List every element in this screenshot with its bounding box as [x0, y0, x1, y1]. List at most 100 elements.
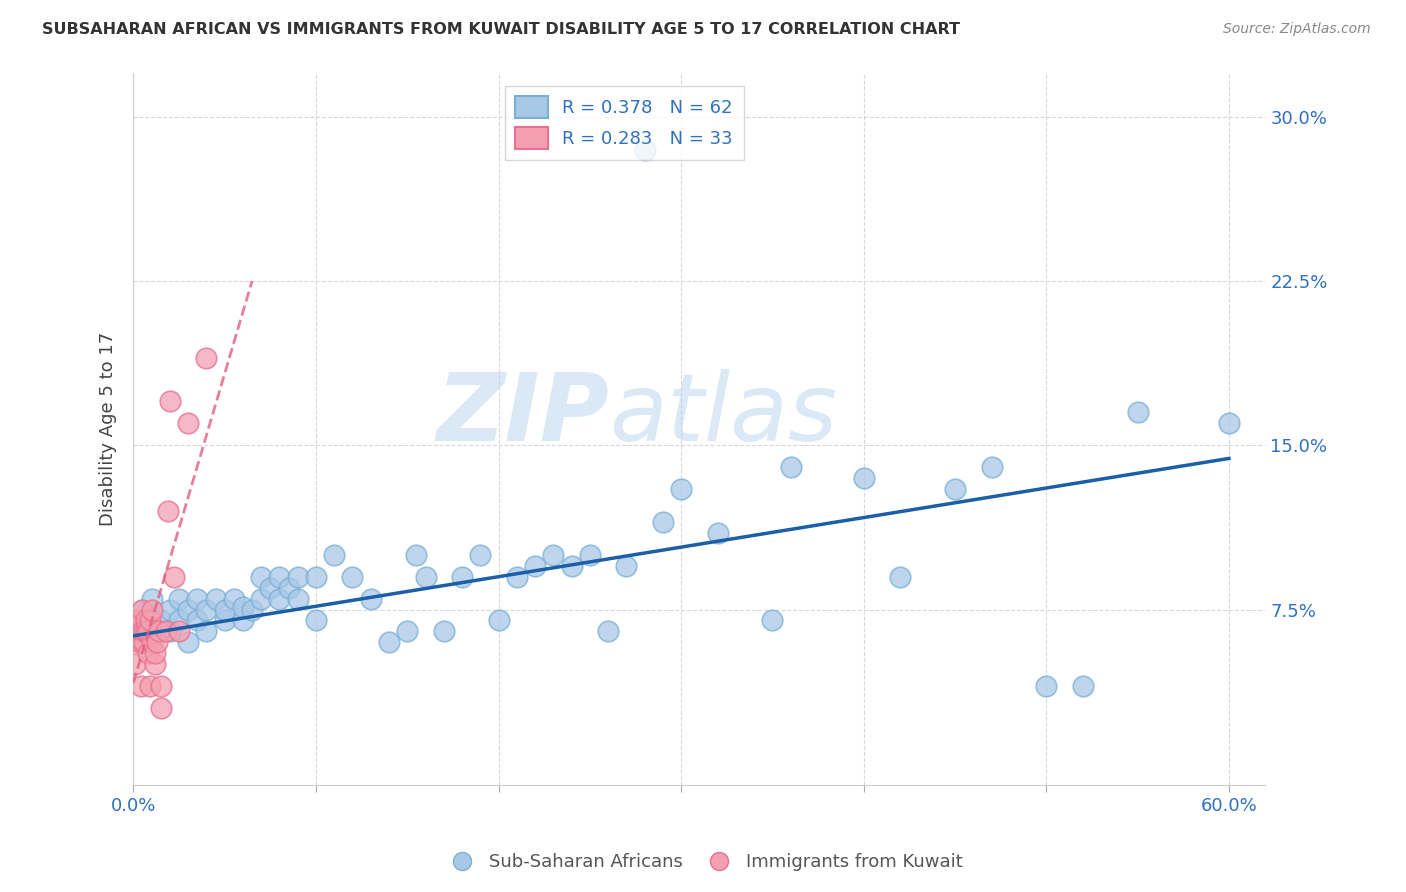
Point — [128, 614, 150, 628]
Point — [614, 558, 637, 573]
Text: ZIP: ZIP — [436, 368, 609, 460]
Point — [506, 570, 529, 584]
Point — [131, 602, 153, 616]
Point — [155, 624, 177, 639]
Point — [134, 624, 156, 639]
Point — [124, 614, 146, 628]
Point — [128, 624, 150, 639]
Point — [561, 558, 583, 573]
Point — [167, 591, 190, 606]
Point — [269, 570, 291, 584]
Point — [124, 657, 146, 672]
Point — [141, 591, 163, 606]
Point — [177, 635, 200, 649]
Point — [433, 624, 456, 639]
Point — [159, 602, 181, 616]
Point — [149, 701, 172, 715]
Point — [1126, 405, 1149, 419]
Point — [214, 614, 236, 628]
Text: atlas: atlas — [609, 369, 837, 460]
Point — [232, 614, 254, 628]
Point — [177, 417, 200, 431]
Point — [143, 646, 166, 660]
Point — [222, 591, 245, 606]
Point — [287, 570, 309, 584]
Point — [149, 614, 172, 628]
Point — [250, 591, 273, 606]
Point — [889, 570, 911, 584]
Point — [139, 614, 162, 628]
Point — [146, 635, 169, 649]
Point — [269, 591, 291, 606]
Point — [134, 635, 156, 649]
Point — [579, 548, 602, 562]
Point — [305, 570, 328, 584]
Point — [159, 394, 181, 409]
Point — [129, 679, 152, 693]
Point — [651, 515, 673, 529]
Point — [128, 635, 150, 649]
Point — [177, 602, 200, 616]
Point — [405, 548, 427, 562]
Point — [141, 635, 163, 649]
Point — [488, 614, 510, 628]
Point — [779, 460, 801, 475]
Point — [543, 548, 565, 562]
Point — [159, 624, 181, 639]
Point — [1218, 417, 1240, 431]
Legend: Sub-Saharan Africans, Immigrants from Kuwait: Sub-Saharan Africans, Immigrants from Ku… — [436, 847, 970, 879]
Point — [259, 581, 281, 595]
Point — [131, 624, 153, 639]
Point — [131, 602, 153, 616]
Point — [139, 679, 162, 693]
Point — [195, 624, 218, 639]
Point — [186, 614, 208, 628]
Point — [131, 635, 153, 649]
Point — [396, 624, 419, 639]
Point — [415, 570, 437, 584]
Point — [135, 624, 157, 639]
Point — [204, 591, 226, 606]
Point — [162, 570, 184, 584]
Point — [157, 504, 180, 518]
Point — [167, 624, 190, 639]
Point — [141, 602, 163, 616]
Point — [250, 570, 273, 584]
Point — [761, 614, 783, 628]
Point — [1035, 679, 1057, 693]
Point — [214, 602, 236, 616]
Point — [323, 548, 346, 562]
Text: Source: ZipAtlas.com: Source: ZipAtlas.com — [1223, 22, 1371, 37]
Point — [135, 614, 157, 628]
Point — [706, 525, 728, 540]
Point — [149, 679, 172, 693]
Point — [143, 657, 166, 672]
Point — [232, 600, 254, 615]
Point — [240, 602, 263, 616]
Point — [852, 471, 875, 485]
Point — [277, 581, 299, 595]
Point — [195, 602, 218, 616]
Point — [360, 591, 382, 606]
Point — [167, 614, 190, 628]
Point — [342, 570, 364, 584]
Point — [136, 646, 159, 660]
Point — [287, 591, 309, 606]
Point — [524, 558, 547, 573]
Point — [186, 591, 208, 606]
Point — [980, 460, 1002, 475]
Legend: R = 0.378   N = 62, R = 0.283   N = 33: R = 0.378 N = 62, R = 0.283 N = 33 — [505, 86, 744, 161]
Point — [943, 482, 966, 496]
Point — [669, 482, 692, 496]
Point — [148, 624, 170, 639]
Point — [1071, 679, 1094, 693]
Point — [124, 624, 146, 639]
Point — [195, 351, 218, 365]
Point — [633, 143, 655, 157]
Point — [451, 570, 474, 584]
Point — [598, 624, 620, 639]
Point — [305, 614, 328, 628]
Point — [378, 635, 401, 649]
Point — [470, 548, 492, 562]
Text: SUBSAHARAN AFRICAN VS IMMIGRANTS FROM KUWAIT DISABILITY AGE 5 TO 17 CORRELATION : SUBSAHARAN AFRICAN VS IMMIGRANTS FROM KU… — [42, 22, 960, 37]
